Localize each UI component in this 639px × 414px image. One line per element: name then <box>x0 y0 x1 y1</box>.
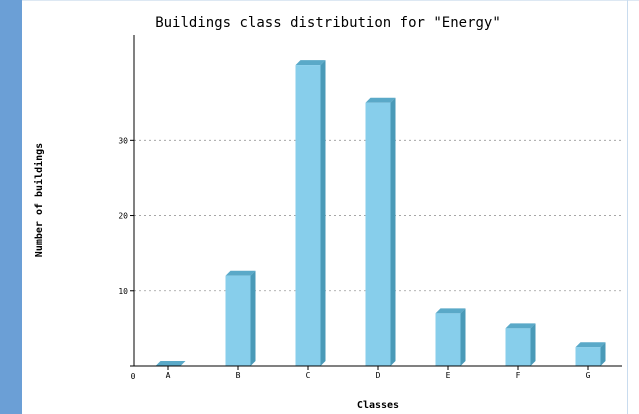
y-tick-label: 30 <box>118 136 128 145</box>
bar-E <box>435 308 466 366</box>
x-tick-label: B <box>236 371 241 380</box>
x-axis-label: Classes <box>357 400 399 411</box>
bars <box>155 60 606 367</box>
bar-side-face <box>390 97 396 367</box>
axes <box>130 35 622 370</box>
y-tick-label: 10 <box>118 287 128 296</box>
bar-top-face <box>295 60 326 66</box>
y-tick-label: 0 <box>131 372 136 381</box>
top-border <box>22 0 639 1</box>
bar-top-face <box>435 308 466 314</box>
right-border <box>627 0 628 414</box>
chart-title: Buildings class distribution for "Energy… <box>155 15 501 31</box>
x-tick-label: E <box>446 371 451 380</box>
bar-side-face <box>530 323 536 366</box>
bar-top-face <box>575 342 606 348</box>
tick-labels: 0 10 20 30 A B C D E F G <box>118 136 590 381</box>
y-axis-label: Number of buildings <box>33 143 45 257</box>
bar-G <box>575 342 606 366</box>
bar-top-face <box>365 97 396 103</box>
bar-top-face <box>225 270 256 276</box>
bar-top-face <box>155 361 186 366</box>
bar-front-face <box>575 347 601 366</box>
bar-front-face <box>435 313 461 366</box>
bar-A <box>155 361 186 366</box>
y-tick-label: 20 <box>118 212 128 221</box>
bar-side-face <box>600 342 606 366</box>
bar-side-face <box>460 308 466 366</box>
bar-front-face <box>295 65 321 366</box>
bar-C <box>295 60 326 366</box>
x-tick-label: C <box>306 371 311 380</box>
x-tick-label: D <box>376 371 381 380</box>
gridlines <box>134 139 622 292</box>
bar-front-face <box>365 102 391 367</box>
bar-top-face <box>505 323 536 329</box>
x-tick-label: F <box>516 371 521 380</box>
bar-front-face <box>505 328 531 366</box>
bar-D <box>365 97 396 367</box>
bar-side-face <box>250 270 256 366</box>
bar-front-face <box>225 275 251 366</box>
bar-B <box>225 270 256 366</box>
x-tick-label: A <box>166 371 171 380</box>
x-tick-label: G <box>586 371 591 380</box>
bar-side-face <box>320 60 326 366</box>
left-sidebar-band <box>0 0 22 414</box>
bar-F <box>505 323 536 366</box>
